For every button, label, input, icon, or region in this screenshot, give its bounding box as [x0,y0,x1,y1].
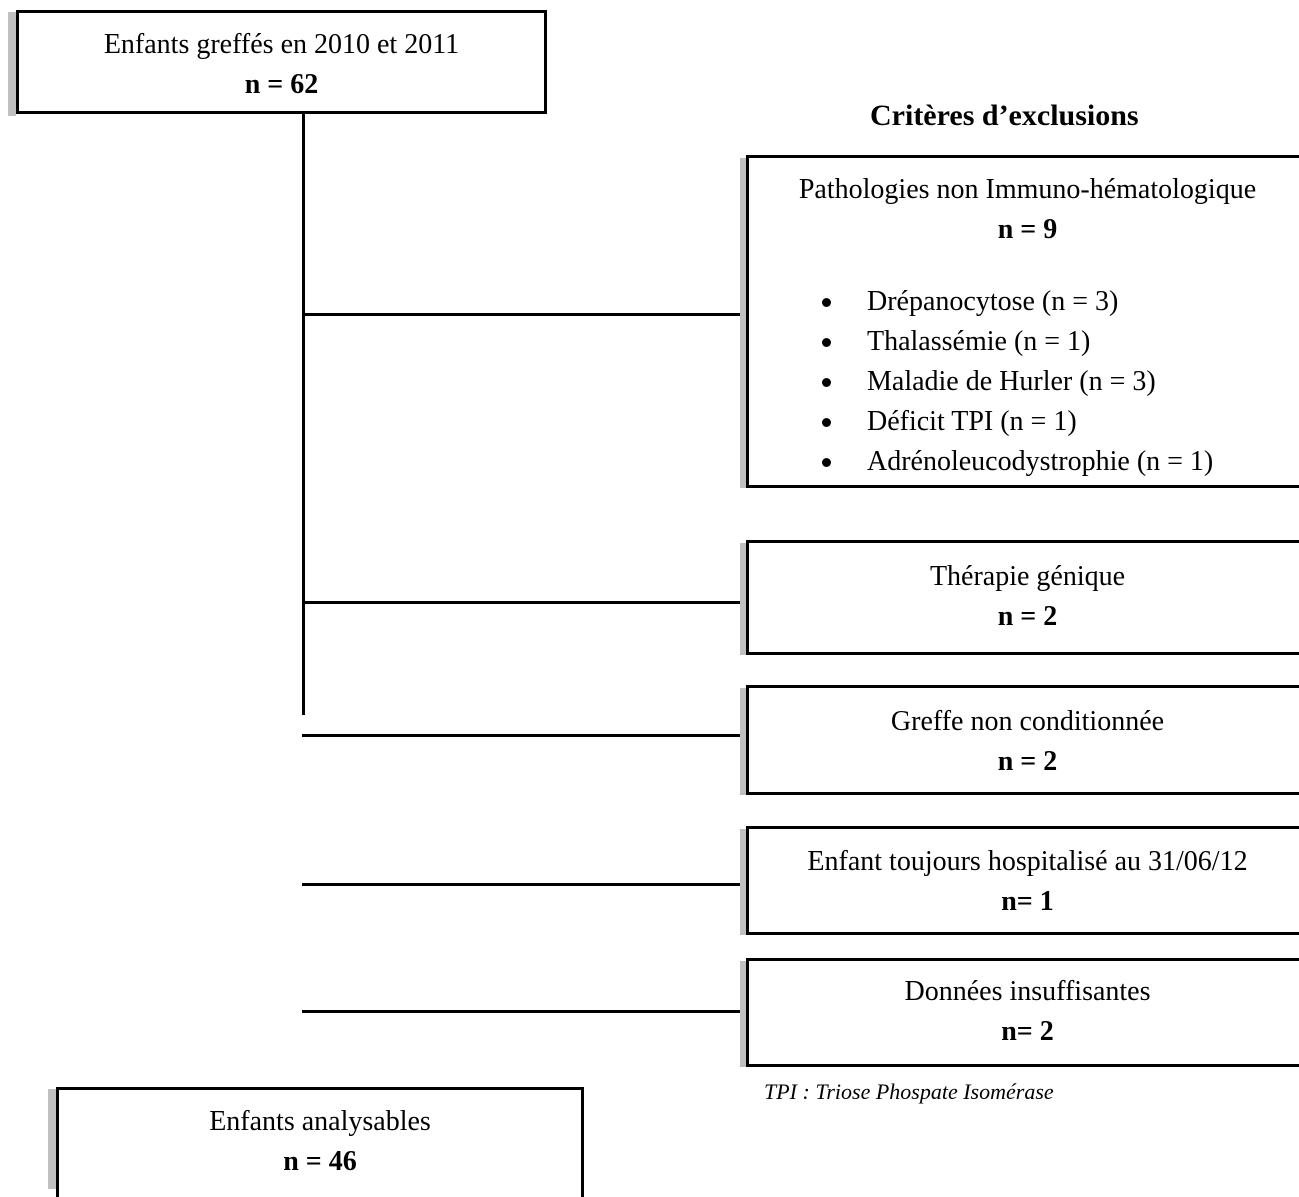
bullet-icon [822,338,831,347]
main-vertical-connector [302,112,305,715]
end-box-count: n = 46 [283,1146,357,1177]
pathologies-box-shadow [740,158,748,488]
connector-donnees [302,1010,748,1013]
list-item: Déficit TPI (n = 1) [749,402,1299,442]
exclusion-box-donnees: Données insuffisantes n= 2 [746,958,1299,1067]
bullet-icon [822,458,831,467]
exclusion-box-therapie: Thérapie génique n = 2 [746,540,1299,655]
end-box-title: Enfants analysables [209,1106,431,1137]
bullet-icon [822,298,831,307]
list-item: Adrénoleucodystrophie (n = 1) [749,442,1299,482]
bullet-icon [822,378,831,387]
connector-hospitalise [302,883,748,886]
exclusion-pathologies-title: Pathologies non Immuno-hématologique [798,174,1257,205]
start-box: Enfants greffés en 2010 et 2011 n = 62 [16,10,547,114]
start-box-shadow [8,12,16,116]
donnees-box-shadow [740,961,748,1067]
exclusion-hospitalise-count: n= 1 [1001,886,1054,917]
therapie-box-shadow [740,543,748,655]
exclusion-hospitalise-title: Enfant toujours hospitalisé au 31/06/12 [807,846,1248,877]
hospitalise-box-shadow [740,829,748,935]
list-item: Thalassémie (n = 1) [749,322,1299,362]
bullet-icon [822,418,831,427]
greffe-box-shadow [740,688,748,795]
connector-pathologies [302,313,748,316]
pathologies-list: Drépanocytose (n = 3) Thalassémie (n = 1… [749,282,1299,482]
exclusion-donnees-count: n= 2 [1001,1016,1054,1047]
exclusion-donnees-title: Données insuffisantes [904,976,1151,1007]
exclusion-greffe-count: n = 2 [997,746,1058,777]
connector-greffe [302,734,748,737]
exclusion-box-hospitalise: Enfant toujours hospitalisé au 31/06/12 … [746,826,1299,935]
exclusion-pathologies-count: n = 9 [997,214,1058,245]
exclusion-greffe-title: Greffe non conditionnée [890,706,1165,737]
end-box: Enfants analysables n = 46 [56,1087,584,1197]
list-item: Maladie de Hurler (n = 3) [749,362,1299,402]
list-item: Drépanocytose (n = 3) [749,282,1299,322]
exclusion-box-pathologies: Pathologies non Immuno-hématologique n =… [746,155,1299,488]
criteria-heading: Critères d’exclusions [870,99,1139,132]
start-box-count: n = 62 [244,69,319,100]
start-box-title: Enfants greffés en 2010 et 2011 [103,29,460,60]
footnote: TPI : Triose Phospate Isomérase [764,1079,1054,1104]
exclusion-therapie-title: Thérapie génique [929,561,1126,592]
exclusion-box-greffe: Greffe non conditionnée n = 2 [746,685,1299,795]
exclusion-therapie-count: n = 2 [997,601,1058,632]
end-box-shadow [48,1089,56,1189]
connector-therapie [302,601,748,604]
